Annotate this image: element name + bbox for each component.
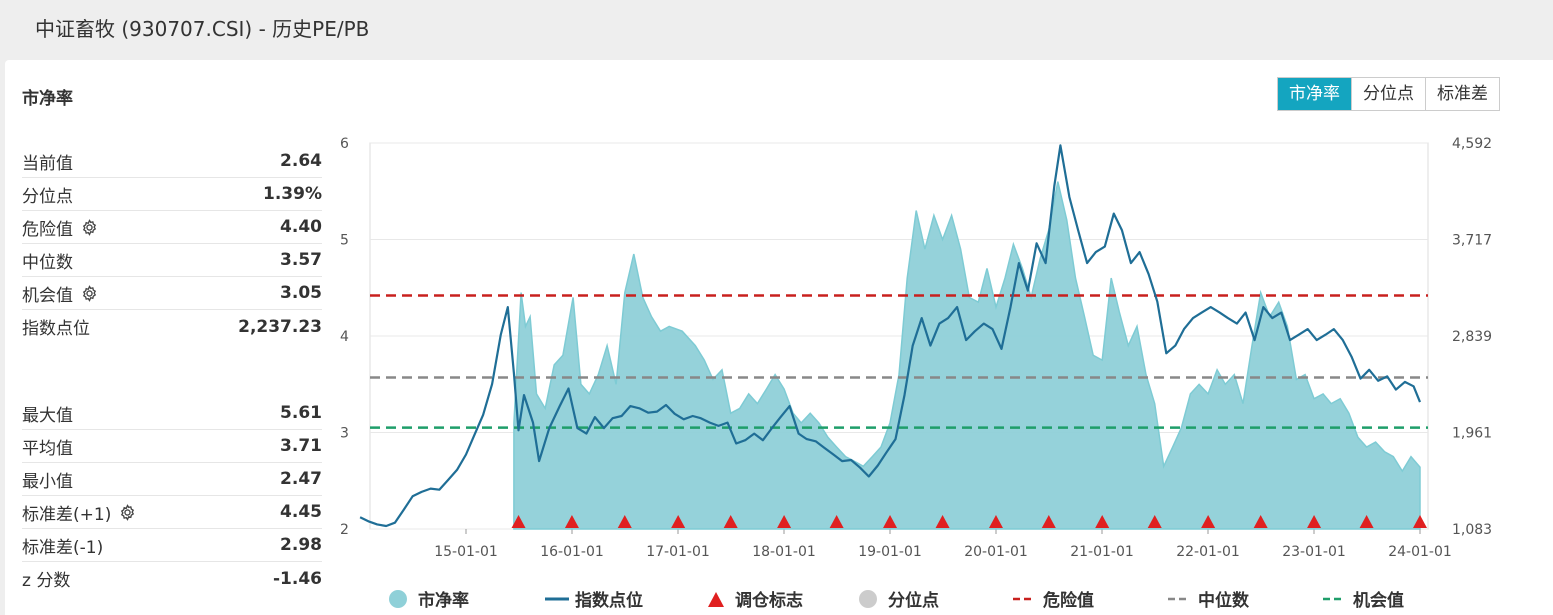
stat-label: 分位点 [22,186,73,207]
y-left-tick-label: 2 [340,522,349,538]
gear-icon[interactable] [119,503,136,521]
rebalance-marker [1253,515,1268,528]
rebalance-marker [1095,515,1110,528]
rebalance-marker [1147,515,1162,528]
rebalance-marker [1359,515,1374,528]
stat-row: 机会值 3.05 [22,277,322,310]
index-series-line [359,144,1422,528]
rebalance-marker [1307,515,1322,528]
legend-icon-circle[interactable] [859,590,877,608]
stat-row: 最小值 2.47 [22,463,322,496]
stat-value: -1.46 [273,568,322,589]
legend-icon-circle[interactable] [389,590,407,608]
stat-value: 4.40 [280,217,322,237]
stat-row: 标准差(+1) 4.45 [22,496,322,529]
stat-row: 平均值 3.71 [22,430,322,463]
stat-label: 标准差(-1) [22,537,104,558]
pb-series-area [513,181,1421,530]
rebalance-marker [723,515,738,528]
gear-icon[interactable] [81,218,98,236]
stat-row: 分位点 1.39% [22,178,322,211]
stat-value: 1.39% [263,184,322,204]
legend-label[interactable]: 调仓标志 [735,590,803,611]
rebalance-marker [511,515,526,528]
page-title: 中证畜牧 (930707.CSI) - 历史PE/PB [35,17,370,41]
rebalance-marker [617,515,632,528]
x-tick-label: 17-01-01 [646,544,710,560]
y-right-tick-label: 3,717 [1452,233,1492,249]
stat-row: 标准差(-1) 2.98 [22,529,322,562]
stat-value: 3.05 [280,283,322,303]
toggle-pb-button[interactable]: 市净率 [1278,78,1351,110]
stat-label: 危险值 [22,219,73,240]
legend-label[interactable]: 危险值 [1042,590,1094,611]
stat-value: 2.47 [280,469,322,489]
x-tick-label: 21-01-01 [1070,544,1134,560]
stat-row: 当前值 2.64 [22,145,322,178]
x-tick-label: 16-01-01 [540,544,604,560]
stat-label: 标准差(+1) [22,504,112,525]
rebalance-marker [935,515,950,528]
rebalance-marker [777,515,792,528]
rebalance-marker [671,515,686,528]
y-right-tick-label: 2,839 [1452,329,1492,345]
rebalance-marker [1413,515,1427,528]
stat-row: 最大值 5.61 [22,397,322,430]
stat-value: 2.98 [280,535,322,555]
legend-label[interactable]: 中位数 [1198,590,1250,611]
stat-row: z 分数 -1.46 [22,562,322,595]
stat-label: 最大值 [22,405,73,426]
stat-label: 当前值 [22,153,73,174]
x-tick-label: 18-01-01 [752,544,816,560]
stat-row: 中位数 3.57 [22,244,322,277]
stat-row: 指数点位 2,237.23 [22,310,322,343]
y-left-tick-label: 6 [340,136,349,152]
y-left-tick-label: 3 [340,426,349,442]
stat-value: 2,237.23 [238,316,322,337]
rebalance-marker [564,515,579,528]
stat-value: 2.64 [280,151,322,171]
rebalance-marker [1041,515,1056,528]
y-right-tick-label: 4,592 [1452,136,1492,152]
y-right-tick-label: 1,083 [1452,522,1492,538]
stat-value: 3.71 [280,436,322,456]
stat-label: z 分数 [22,571,71,591]
legend-label[interactable]: 市净率 [418,590,469,611]
legend-label[interactable]: 机会值 [1353,590,1404,611]
y-left-tick-label: 4 [340,329,349,345]
section-title: 市净率 [22,89,73,109]
rebalance-marker [988,515,1003,528]
stats-group-current: 当前值 2.64 分位点 1.39% 危险值 4.40 中位数 3.57 机会值 3.05 指数点位… [22,145,322,343]
stat-value: 3.57 [280,250,322,270]
legend-icon-triangle[interactable] [708,592,724,607]
toggle-percentile-button[interactable]: 分位点 [1351,78,1425,110]
stat-label: 最小值 [22,471,73,492]
rebalance-marker [829,515,844,528]
stat-label: 指数点位 [22,319,90,339]
x-tick-label: 22-01-01 [1176,544,1240,560]
stat-label: 平均值 [22,438,73,459]
x-tick-label: 15-01-01 [434,544,498,560]
stat-label: 中位数 [22,252,73,273]
x-tick-label: 24-01-01 [1388,544,1452,560]
metric-toggle: 市净率 分位点 标准差 [1277,77,1500,111]
y-right-tick-label: 1,961 [1452,426,1492,442]
page-header: 中证畜牧 (930707.CSI) - 历史PE/PB [0,0,1553,58]
stat-label: 机会值 [22,285,73,306]
rebalance-marker [1201,515,1216,528]
y-left-tick-label: 5 [340,233,349,249]
x-tick-label: 19-01-01 [858,544,922,560]
x-tick-label: 20-01-01 [964,544,1028,560]
legend-label[interactable]: 指数点位 [575,590,643,611]
stats-group-summary: 最大值 5.61 平均值 3.71 最小值 2.47 标准差(+1) 4.45 标准差(-1) 2… [22,397,322,595]
stat-value: 5.61 [280,403,322,423]
stat-value: 4.45 [280,502,322,522]
toggle-stddev-button[interactable]: 标准差 [1425,78,1499,110]
legend-label[interactable]: 分位点 [888,590,939,611]
stat-row: 危险值 4.40 [22,211,322,244]
gear-icon[interactable] [81,284,98,302]
rebalance-marker [883,515,898,528]
x-tick-label: 23-01-01 [1282,544,1346,560]
